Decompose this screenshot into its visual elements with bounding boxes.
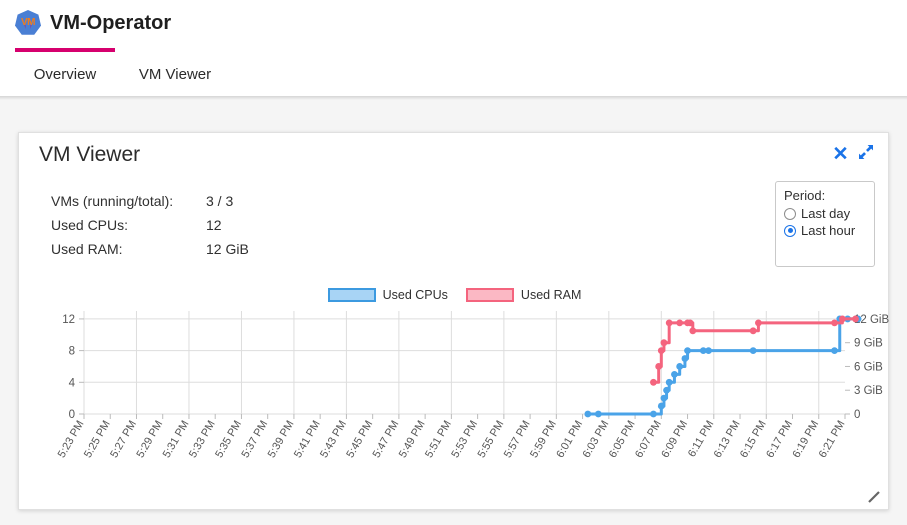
period-label: Period:: [784, 188, 826, 203]
chart-point: [705, 347, 712, 355]
y-axis-label-left: 0: [69, 409, 75, 421]
y-axis-label-left: 4: [69, 377, 76, 389]
chart-point: [655, 363, 663, 370]
legend-item-used-cpus[interactable]: Used CPUs: [327, 288, 448, 302]
chart-point: [689, 327, 697, 335]
brand: VM VM-Operator: [15, 10, 171, 36]
tab-overview[interactable]: Overview: [33, 65, 97, 83]
chart-point: [665, 378, 673, 386]
stat-row: VMs (running/total): 3 / 3: [51, 189, 326, 213]
stat-value: 12 GiB: [206, 241, 249, 257]
stat-label: VMs (running/total):: [51, 193, 174, 209]
stat-row: Used CPUs: 12: [51, 213, 326, 237]
chart-legend: Used CPUs Used RAM: [19, 283, 890, 307]
radio-last-hour-icon[interactable]: [784, 224, 796, 237]
chart-point: [650, 378, 657, 386]
radio-last-day[interactable]: Last day: [784, 206, 866, 221]
x-axis-label: 6:21 PM: [817, 419, 848, 460]
usage-chart: Used CPUs Used RAM 0 4 8 12 0 3 GiB 6 GiB 9 GiB…: [19, 283, 890, 501]
chart-point: [660, 394, 668, 402]
chart-point: [755, 319, 762, 327]
active-tab-indicator: [15, 48, 115, 52]
stat-label: Used RAM:: [51, 241, 123, 257]
chart-point: [699, 347, 707, 355]
app-header: VM VM-Operator Overview VM Viewer: [0, 0, 907, 100]
chart-point: [681, 355, 689, 362]
chart-point: [657, 347, 665, 355]
vm-operator-logo-icon: VM: [15, 10, 41, 36]
close-icon[interactable]: [833, 145, 848, 160]
vm-stats: VMs (running/total): 3 / 3 Used CPUs: 12…: [51, 189, 326, 261]
resize-grip[interactable]: [866, 489, 882, 505]
chart-point: [650, 410, 657, 418]
chart-point: [676, 319, 684, 327]
chart-point: [676, 363, 684, 370]
period-selector: Period: Last day Last hour: [775, 181, 875, 267]
legend-swatch-cpu: [327, 288, 376, 302]
chart-point: [749, 327, 757, 335]
chart-point: [831, 347, 838, 355]
chart-point: [663, 386, 670, 394]
chart-point: [852, 315, 859, 323]
chart-point: [671, 370, 678, 378]
app-title: VM-Operator: [50, 11, 172, 34]
legend-swatch-ram: [465, 288, 514, 302]
radio-last-day-label: Last day: [801, 206, 851, 221]
legend-label-cpu: Used CPUs: [382, 288, 448, 302]
chart-line-used-cpus: [586, 317, 860, 416]
chart-point: [838, 315, 846, 323]
chart-point: [686, 319, 694, 327]
chart-point: [665, 319, 673, 327]
header-shadow: [0, 96, 907, 100]
y-axis-label-right: 9 GiB: [854, 338, 883, 350]
chart-point: [657, 402, 665, 410]
radio-last-day-icon[interactable]: [784, 207, 796, 220]
y-axis-label-right: 6 GiB: [854, 361, 883, 373]
stat-label: Used CPUs:: [51, 217, 129, 233]
stat-value: 12: [206, 217, 222, 233]
chart-point: [831, 319, 838, 327]
card-title: VM Viewer: [39, 143, 141, 166]
y-axis-label-right: 12 GiB: [854, 314, 889, 326]
chart-point: [584, 410, 592, 418]
radio-last-hour-label: Last hour: [801, 223, 856, 238]
radio-last-hour[interactable]: Last hour: [784, 223, 866, 238]
vm-viewer-card: VM Viewer VMs (running/total): 3 / 3 Use…: [18, 132, 889, 510]
y-axis-label-right: 3 GiB: [854, 385, 883, 397]
chart-point: [660, 339, 668, 347]
tab-bar: Overview VM Viewer: [0, 48, 907, 96]
legend-label-ram: Used RAM: [520, 288, 582, 302]
stat-value: 3 / 3: [206, 193, 234, 209]
stat-row: Used RAM: 12 GiB: [51, 237, 326, 261]
y-axis-label-left: 12: [62, 314, 75, 326]
chart-point: [749, 347, 757, 355]
expand-icon[interactable]: [858, 144, 874, 160]
card-actions: [833, 144, 874, 160]
y-axis-label-right: 0: [854, 409, 860, 421]
chart-point: [684, 347, 691, 355]
tab-vm-viewer[interactable]: VM Viewer: [138, 65, 212, 83]
legend-item-used-ram[interactable]: Used RAM: [465, 288, 582, 302]
chart-point: [594, 410, 602, 418]
logo-text: VM: [21, 16, 36, 28]
y-axis-label-left: 8: [69, 346, 75, 358]
